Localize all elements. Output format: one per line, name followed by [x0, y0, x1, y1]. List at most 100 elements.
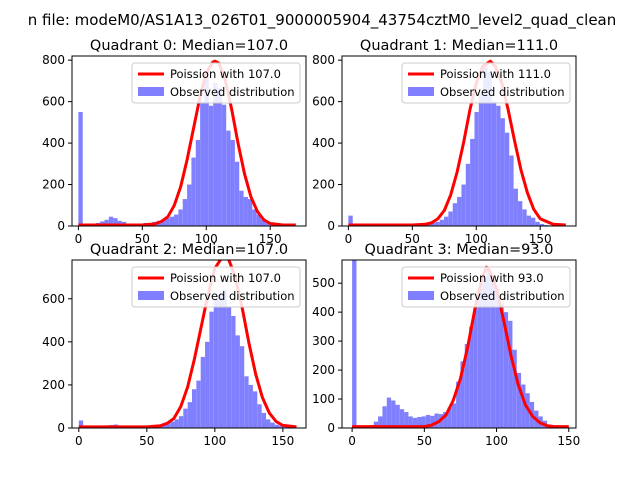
hist-bar — [439, 219, 445, 226]
panel-quadrant-1: Quadrant 1: Median=111.0 0 50 100 150 0 200 400… — [312, 38, 577, 246]
y-tick-label: 0 — [57, 219, 65, 233]
hist-bar — [373, 421, 379, 428]
hist-bar — [522, 209, 527, 226]
axes-frame — [341, 55, 577, 227]
hist-bar — [247, 199, 253, 226]
legend: Poission with 93.0 Observed distribution — [401, 266, 571, 308]
panel-quadrant-2: Quadrant 2: Median=107.0 0 50 100 150 0 200 400… — [42, 242, 307, 448]
hist-bar — [182, 199, 188, 226]
poisson-line — [348, 59, 566, 226]
y-tick-label: 400 — [42, 335, 65, 349]
hist-bar — [256, 214, 261, 226]
hist-bar — [448, 211, 453, 226]
y-tick-label: 0 — [57, 421, 65, 435]
hist-bar — [348, 215, 353, 226]
hist-bar — [213, 82, 218, 226]
hist-bar — [500, 118, 505, 226]
hist-bar — [213, 298, 219, 428]
x-tick-label: 150 — [529, 232, 552, 246]
legend-label-poisson: Poission with 107.0 — [170, 271, 281, 285]
y-tick-label: 400 — [42, 136, 65, 150]
x-tick-label: 150 — [259, 232, 282, 246]
hist-bar — [516, 372, 522, 428]
hist-bar — [473, 306, 478, 428]
axes-frame — [341, 259, 577, 429]
y-tick-label: 800 — [42, 53, 65, 67]
hist-bar — [78, 111, 83, 226]
y-tick-label: 300 — [312, 334, 335, 348]
hist-bar — [482, 277, 487, 428]
hist-bar — [517, 201, 523, 226]
hist-bar — [483, 64, 488, 226]
legend-hist-swatch — [408, 291, 434, 300]
legend: Poission with 107.0 Observed distribution — [131, 62, 301, 104]
legend-label-observed: Observed distribution — [440, 289, 565, 303]
hist-bar — [386, 397, 392, 428]
hist-bar — [491, 101, 497, 226]
y-tick-label: 200 — [312, 178, 335, 192]
hist-bar — [461, 184, 466, 226]
hist-bar — [252, 391, 258, 428]
hist-bar — [399, 409, 405, 428]
x-tick-label: 50 — [417, 434, 432, 448]
hist-bar — [113, 218, 118, 226]
hist-bar — [218, 294, 223, 428]
hist-bar — [408, 416, 413, 428]
hist-bar — [205, 341, 210, 428]
hist-bar — [248, 384, 253, 428]
x-tick-label: 100 — [195, 232, 218, 246]
hist-bar — [217, 88, 222, 226]
panel-title: Quadrant 1: Median=111.0 — [360, 38, 558, 54]
panels: Quadrant 0: Median=107.0 0 50 100 150 0 200 400… — [42, 38, 580, 448]
hist-bar — [456, 381, 461, 428]
hist-bar — [530, 217, 536, 226]
hist-bar — [204, 72, 209, 226]
hist-bar — [195, 139, 201, 226]
legend-box — [401, 266, 571, 308]
axes-frame — [71, 259, 307, 429]
panel-title: Quadrant 2: Median=107.0 — [90, 242, 288, 258]
hist-bar — [191, 389, 197, 428]
hist-bar — [226, 307, 232, 428]
y-tick-label: 200 — [312, 363, 335, 377]
hist-bar — [474, 111, 479, 226]
hist-bar — [447, 407, 452, 428]
x-tick-label: 0 — [348, 434, 356, 448]
legend: Poission with 107.0 Observed distribution — [131, 266, 301, 308]
hist-bar — [539, 223, 545, 226]
legend-box — [401, 62, 571, 104]
hist-bar — [257, 404, 262, 428]
panel-quadrant-0: Quadrant 0: Median=107.0 0 50 100 150 0 200 400… — [42, 38, 307, 246]
y-tick-label: 200 — [42, 178, 65, 192]
legend-label-observed: Observed distribution — [170, 289, 295, 303]
hist-bar — [209, 311, 214, 428]
legend-hist-swatch — [138, 87, 164, 96]
hist-bar — [78, 420, 84, 428]
hist-bar — [391, 400, 396, 428]
hist-bar — [464, 344, 470, 428]
hist-bar — [191, 157, 196, 226]
hist-bar — [234, 161, 240, 226]
hist-bar — [183, 408, 188, 428]
y-tick-label: 600 — [42, 292, 65, 306]
x-tick-label: 50 — [139, 434, 154, 448]
x-tick-label: 50 — [405, 232, 420, 246]
hist-bar — [443, 412, 448, 428]
x-tick-label: 100 — [465, 232, 488, 246]
hist-bar — [230, 139, 235, 226]
hist-bar — [221, 104, 227, 226]
hist-bar — [222, 290, 227, 428]
hist-bar — [434, 413, 439, 428]
x-tick-label: 100 — [485, 434, 508, 448]
hist-bar — [279, 425, 284, 428]
hist-bar — [274, 424, 280, 428]
y-tick-label: 200 — [42, 378, 65, 392]
hist-bar — [503, 312, 509, 428]
x-tick-label: 150 — [271, 434, 294, 448]
hist-bar — [535, 221, 540, 226]
y-tick-label: 0 — [327, 421, 335, 435]
hist-bar — [425, 414, 431, 428]
hist-bar — [196, 380, 201, 428]
hist-bar — [487, 72, 492, 226]
